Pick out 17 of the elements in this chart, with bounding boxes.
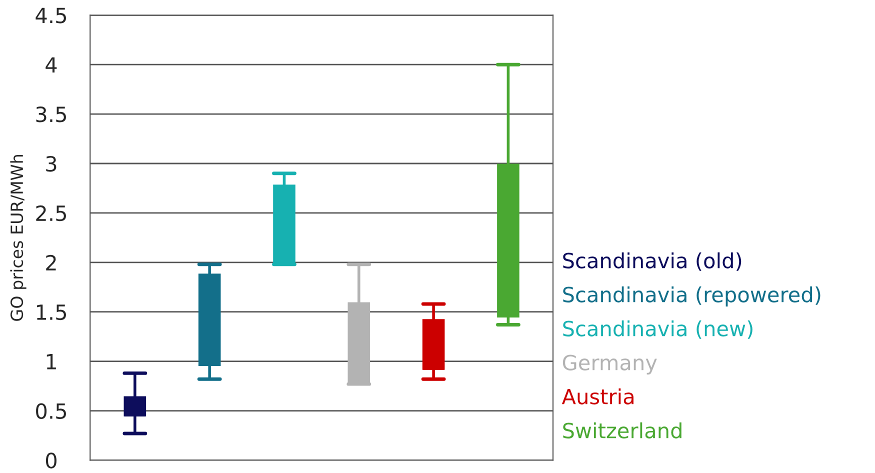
y-tick-label: 0 [46, 452, 56, 468]
y-tick-label: 3.5 [36, 106, 66, 122]
y-tick-label: 1.5 [36, 304, 66, 320]
text: Austria [562, 388, 634, 404]
y-tick-label: 4 [46, 57, 57, 73]
text: Switzerland [563, 422, 682, 438]
text: Scandinavia (old) [563, 252, 742, 271]
text: Scandinavia (repowered) [563, 286, 820, 306]
y-tick-label: 4.5 [36, 8, 66, 24]
y-tick-label: 2 [46, 254, 56, 270]
text: Scandinavia (new) [563, 320, 752, 339]
text: Germany [562, 354, 657, 374]
y-tick-label: 2.5 [36, 205, 66, 222]
y-tick-label: 3 [46, 156, 56, 172]
y-tick-label: 0.5 [36, 403, 66, 419]
y-axis-title: GO prices EUR/MWh [10, 155, 26, 321]
y-tick-label: 1 [46, 354, 56, 370]
